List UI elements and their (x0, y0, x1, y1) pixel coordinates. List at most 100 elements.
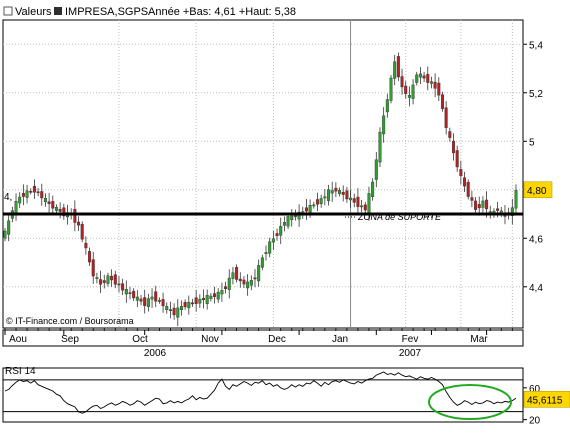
candle-body (470, 197, 474, 201)
candle-body (448, 131, 452, 138)
candle-body (242, 279, 246, 285)
candle-body (102, 280, 106, 283)
candle-body (194, 297, 198, 304)
candle-body (91, 259, 95, 277)
candle-body (183, 302, 187, 308)
candle-body (80, 224, 84, 240)
candle-body (264, 252, 268, 254)
candle-body (312, 204, 316, 207)
candle-body (371, 181, 375, 197)
candle-body (268, 241, 272, 254)
candle-body (433, 81, 437, 89)
candle-body (246, 281, 250, 289)
candle-body (113, 274, 117, 285)
candle-body (514, 190, 518, 209)
candle-body (393, 61, 397, 79)
candle-body (378, 131, 382, 163)
candle-body (429, 81, 433, 84)
support-label: ZONA de SUPORTE (357, 212, 442, 222)
candle-body (360, 205, 364, 208)
candle-body (367, 193, 371, 215)
candle-body (474, 200, 478, 210)
candle-body (352, 198, 356, 203)
candle-body (117, 283, 121, 286)
candle-body (172, 307, 176, 316)
candle-body (99, 279, 103, 285)
month-label: Mar (470, 334, 488, 345)
candle-body (18, 196, 22, 204)
candle-body (88, 251, 92, 263)
candle-body (139, 298, 143, 302)
candle-body (327, 189, 331, 201)
price-tick-label: 4,6 (529, 234, 543, 245)
candle-body (496, 208, 500, 211)
candle-body (400, 76, 404, 88)
candle-body (396, 56, 400, 78)
candle-body (224, 286, 228, 289)
candle-body (290, 215, 294, 221)
source-credit: © IT-Finance.com / Boursorama (6, 316, 134, 326)
year-label: 2006 (144, 348, 167, 359)
price-tick-label: 5,2 (529, 89, 543, 100)
candle-body (62, 207, 66, 217)
candle-body (463, 177, 467, 187)
month-label: Oct (132, 334, 148, 345)
candle-body (385, 99, 389, 113)
candle-body (161, 299, 165, 307)
candle-body (308, 205, 312, 213)
candle-body (338, 190, 342, 194)
candle-body (374, 159, 378, 180)
candle-body (282, 222, 286, 226)
candle-body (84, 242, 88, 249)
last-price-label: 4,80 (527, 186, 547, 197)
candle-body (165, 305, 169, 311)
candle-body (128, 292, 132, 294)
candle-body (418, 73, 422, 78)
candle-body (415, 74, 419, 83)
axis-frame (2, 329, 524, 347)
candle-body (404, 85, 408, 94)
candle-body (209, 295, 213, 299)
candle-body (3, 230, 7, 239)
rsi-tick-label: 60 (529, 384, 541, 395)
candle-body (426, 74, 430, 83)
last-price-badge (523, 181, 553, 199)
candle-body (29, 191, 33, 193)
candle-body (121, 283, 125, 291)
candle-body (135, 296, 139, 301)
candle-body (106, 275, 110, 284)
candle-body (319, 198, 323, 205)
candle-body (481, 200, 485, 208)
ticker-label: IMPRESA,SGPS (65, 6, 148, 18)
candle-body (198, 298, 202, 304)
candle-body (157, 300, 161, 302)
candle-body (510, 207, 514, 216)
candle-body (146, 298, 150, 307)
candle-body (363, 204, 367, 211)
price-tick-label: 5 (529, 137, 535, 148)
candle-body (231, 272, 235, 279)
price-tick-label: 4,4 (529, 283, 543, 294)
candle-body (345, 190, 349, 200)
candle-body (271, 238, 275, 243)
candle-body (440, 94, 444, 109)
candle-body (205, 295, 209, 304)
candle-body (213, 293, 217, 297)
candle-body (356, 196, 360, 207)
time-axis: Aou Sep Oct Nov Dec Jan Fev Mar 2006 2007 (2, 328, 524, 359)
left-edge-label: 4, (4, 192, 12, 203)
candle-body (477, 204, 481, 209)
candle-body (286, 216, 290, 227)
rsi-value-label: 45,6115 (527, 395, 563, 406)
candle-body (304, 207, 308, 212)
range-text: Année +Bas: 4,61 +Haut: 5,38 (148, 6, 296, 18)
legend-prefix: Valeurs (15, 6, 52, 18)
year-label: 2007 (399, 348, 422, 359)
candle-body (485, 199, 489, 210)
candle-body (341, 191, 345, 195)
candle-body (43, 198, 47, 203)
rsi-value-badge (523, 390, 570, 408)
